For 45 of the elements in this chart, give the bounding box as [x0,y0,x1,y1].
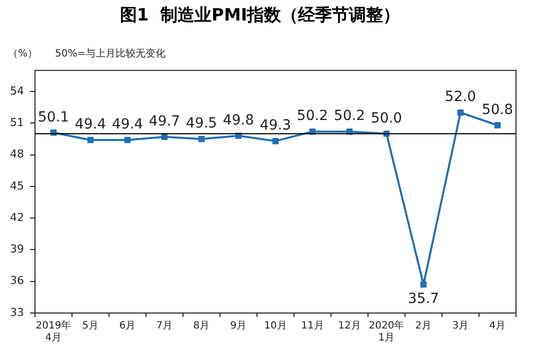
data-label: 49.4 [112,116,144,133]
data-label: 49.3 [260,118,292,134]
point [494,122,501,128]
x-tick-label: 12月 [338,320,361,332]
y-tick-label: 39 [10,242,24,256]
text: 50%=与上月比较无变化 [55,47,166,60]
x-tick-label: 2019年 4月 [36,320,72,344]
x-tick-label: 11月 [301,320,324,332]
x-tick-label: 7月 [156,320,173,332]
point [420,281,427,288]
point [161,134,168,140]
point [272,138,279,144]
x-tick-label: 2020年 1月 [368,320,404,344]
y-tick-label: 33 [10,306,24,319]
point [124,136,131,144]
x-tick-label: 10月 [264,320,287,332]
data-label: 49.4 [74,116,106,133]
data-label: 49.8 [222,112,254,128]
data-label: 35.7 [408,291,440,308]
chart-title: 图1 制造业PMI指数（经季节调整） [120,6,400,26]
y-tick-label: 36 [10,274,24,288]
data-label: 50.1 [38,109,70,126]
data-label: 50.2 [334,108,366,124]
y-axis-title: （%） [8,48,38,60]
x-tick-label: 3月 [452,320,469,332]
x-tick-label: 5月 [82,320,99,332]
x-tick-label: 6月 [119,320,136,332]
point [457,109,464,116]
x-tick-label: 8月 [193,320,210,332]
data-label: 49.5 [186,116,218,132]
point [198,136,205,142]
x-tick-label: 2月 [415,320,432,332]
data-label: 50.8 [482,102,514,118]
data-label: 52.0 [444,89,476,106]
y-tick-label: 51 [10,116,24,129]
data-label: 49.7 [148,113,180,130]
x-tick-label: 9月 [230,320,247,332]
data-label: 50.2 [296,108,328,124]
y-tick-label: 45 [10,179,24,192]
point [87,136,94,144]
y-tick-label: 54 [10,84,24,98]
y-tick-label: 42 [10,210,24,224]
y-tick-label: 48 [10,148,24,161]
data-label: 50.0 [370,110,402,126]
x-tick-label: 4月 [489,320,506,332]
